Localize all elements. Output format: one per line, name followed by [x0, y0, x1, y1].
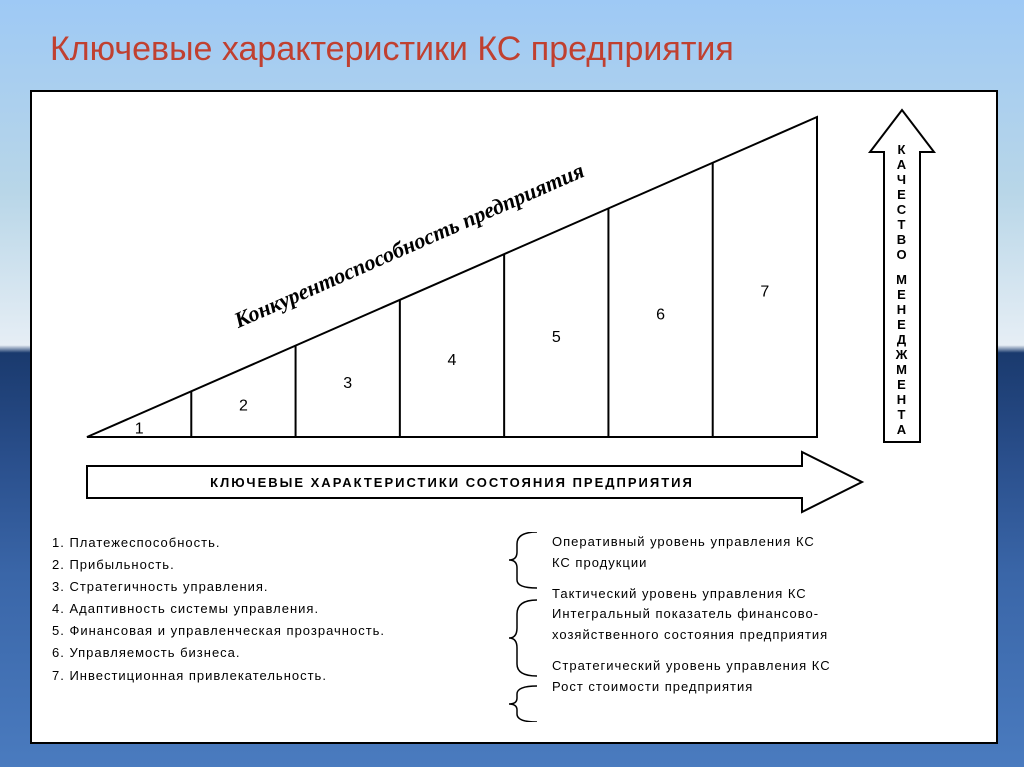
slide-title: Ключевые характеристики КС предприятия	[50, 30, 734, 69]
segment-number-5: 5	[552, 329, 561, 346]
characteristic-item-5: 5. Финансовая и управленческая прозрачно…	[52, 620, 482, 642]
characteristic-item-7: 7. Инвестиционная привлекательность.	[52, 665, 482, 687]
segment-number-1: 1	[135, 421, 144, 438]
level-line: Стратегический уровень управления КС	[552, 656, 982, 677]
segment-number-4: 4	[448, 352, 457, 369]
svg-text:Н: Н	[897, 302, 907, 317]
level-line: КС продукции	[552, 553, 982, 574]
characteristic-item-3: 3. Стратегичность управления.	[52, 576, 482, 598]
level-line: Оперативный уровень управления КС	[552, 532, 982, 553]
triangle-diagram: 1 2 3 4 5 6 7 Конкурентоспособность предприятия…	[32, 92, 996, 522]
characteristic-item-1: 1. Платежеспособность.	[52, 532, 482, 554]
svg-text:В: В	[897, 232, 907, 247]
svg-text:Ч: Ч	[897, 172, 907, 187]
svg-text:М: М	[896, 362, 908, 377]
horizontal-arrow-label: КЛЮЧЕВЫЕ ХАРАКТЕРИСТИКИ СОСТОЯНИЯ ПРЕДПР…	[210, 475, 694, 490]
svg-text:Ж: Ж	[895, 347, 909, 362]
svg-text:Е: Е	[897, 317, 907, 332]
level-group-2: Тактический уровень управления КСИнтегра…	[552, 584, 982, 646]
hypotenuse-label: Конкурентоспособность предприятия	[229, 158, 587, 334]
svg-text:М: М	[896, 272, 908, 287]
management-levels-list: Оперативный уровень управления КСКС прод…	[552, 532, 982, 708]
svg-text:Т: Т	[898, 217, 907, 232]
level-group-3: Стратегический уровень управления КСРост…	[552, 656, 982, 698]
level-line: Интегральный показатель финансово-	[552, 604, 982, 625]
level-group-1: Оперативный уровень управления КСКС прод…	[552, 532, 982, 574]
segment-number-6: 6	[656, 306, 665, 323]
diagram-panel: 1 2 3 4 5 6 7 Конкурентоспособность предприятия…	[30, 90, 998, 744]
svg-text:С: С	[897, 202, 907, 217]
svg-text:А: А	[897, 422, 907, 437]
svg-text:Е: Е	[897, 377, 907, 392]
characteristics-list: 1. Платежеспособность.2. Прибыльность.3.…	[52, 532, 482, 687]
svg-text:О: О	[896, 247, 907, 262]
svg-text:Д: Д	[897, 332, 907, 347]
segment-number-2: 2	[239, 398, 248, 415]
svg-text:Т: Т	[898, 407, 907, 422]
svg-text:К: К	[898, 142, 907, 157]
level-line: Рост стоимости предприятия	[552, 677, 982, 698]
svg-text:Е: Е	[897, 187, 907, 202]
level-line: Тактический уровень управления КС	[552, 584, 982, 605]
characteristic-item-2: 2. Прибыльность.	[52, 554, 482, 576]
characteristic-item-6: 6. Управляемость бизнеса.	[52, 642, 482, 664]
level-line: хозяйственного состояния предприятия	[552, 625, 982, 646]
svg-text:Н: Н	[897, 392, 907, 407]
characteristic-item-4: 4. Адаптивность системы управления.	[52, 598, 482, 620]
segment-number-3: 3	[343, 375, 352, 392]
svg-text:Е: Е	[897, 287, 907, 302]
svg-text:А: А	[897, 157, 907, 172]
segment-number-7: 7	[760, 283, 769, 300]
brace-divider	[507, 532, 547, 722]
